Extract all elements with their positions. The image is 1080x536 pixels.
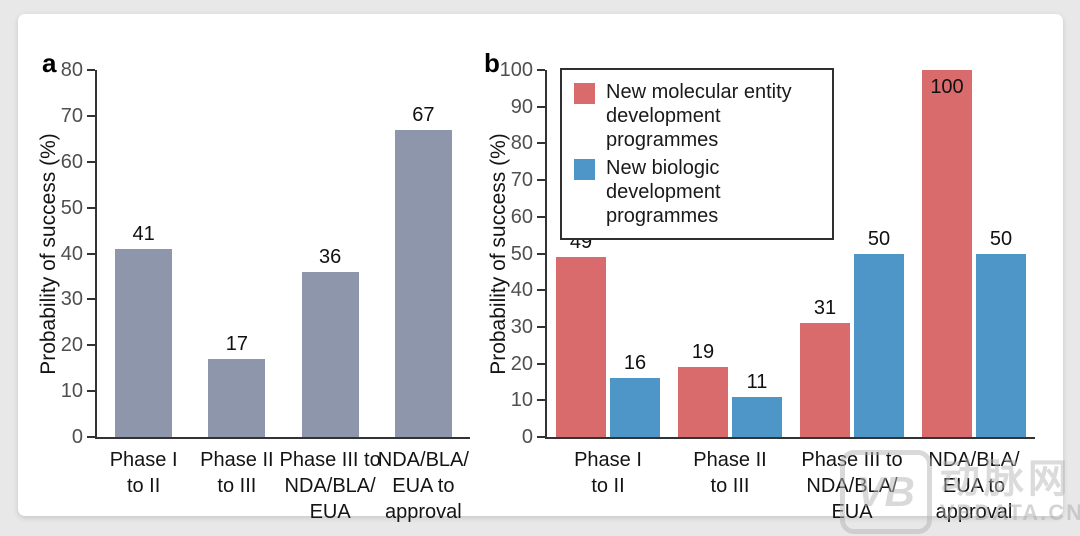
bar-b-1-s1 bbox=[732, 396, 782, 437]
y-tick-label: 30 bbox=[60, 288, 83, 311]
y-tick-label: 80 bbox=[510, 132, 533, 155]
y-tick bbox=[537, 215, 545, 218]
bar-value-label: 50 bbox=[989, 227, 1013, 250]
y-tick bbox=[537, 105, 545, 108]
bar-b-2-s1 bbox=[854, 253, 904, 437]
y-tick bbox=[537, 142, 545, 145]
y-axis-line bbox=[545, 70, 547, 439]
bar-a-1-s0 bbox=[208, 359, 266, 437]
legend-label: New molecular entity development program… bbox=[606, 81, 792, 151]
x-axis-line bbox=[545, 437, 1035, 439]
y-tick-label: 40 bbox=[60, 242, 83, 265]
legend: New molecular entity development program… bbox=[560, 68, 834, 240]
y-tick bbox=[537, 362, 545, 365]
bar-value-label: 50 bbox=[867, 227, 891, 250]
y-tick bbox=[87, 298, 95, 301]
y-tick-label: 50 bbox=[60, 196, 83, 219]
y-tick-label: 0 bbox=[521, 426, 533, 448]
x-category-label: Phase I to II bbox=[109, 449, 178, 497]
bar-b-3-s0 bbox=[922, 70, 972, 437]
y-tick bbox=[537, 289, 545, 292]
legend-swatch-icon bbox=[574, 159, 595, 180]
x-category-label: Phase II to III bbox=[200, 449, 274, 497]
x-category-label: Phase III to NDA/BLA/ EUA bbox=[801, 449, 903, 523]
bar-value-label: 36 bbox=[319, 245, 342, 268]
x-axis-line bbox=[95, 437, 470, 439]
y-tick bbox=[87, 436, 95, 438]
y-tick-label: 50 bbox=[510, 242, 533, 265]
bar-a-3-s0 bbox=[394, 129, 452, 437]
bar-b-0-s1 bbox=[610, 378, 660, 437]
y-tick-label: 80 bbox=[60, 59, 83, 81]
y-tick bbox=[87, 390, 95, 393]
x-category-label: NDA/BLA/ EUA to approval bbox=[928, 449, 1020, 523]
bar-value-label: 11 bbox=[746, 370, 768, 393]
bar-b-0-s0 bbox=[556, 257, 606, 437]
y-tick-label: 0 bbox=[71, 426, 83, 448]
bar-value-label: 100 bbox=[930, 76, 964, 98]
bar-value-label: 16 bbox=[623, 352, 647, 375]
y-tick bbox=[537, 399, 545, 402]
y-tick bbox=[87, 160, 95, 163]
bar-b-2-s0 bbox=[800, 323, 850, 437]
y-tick-label: 20 bbox=[510, 352, 533, 375]
y-tick bbox=[537, 69, 545, 71]
x-category-label: Phase III to NDA/BLA/ EUA bbox=[279, 449, 381, 523]
y-tick-label: 10 bbox=[60, 380, 83, 403]
y-tick bbox=[87, 114, 95, 117]
legend-swatch-icon bbox=[574, 83, 595, 104]
y-tick-label: 60 bbox=[510, 205, 533, 228]
y-tick bbox=[537, 436, 545, 438]
x-category-label: Phase II to III bbox=[693, 449, 767, 497]
y-tick bbox=[87, 252, 95, 255]
chart-a: a Probability of success (%) 0 10 20 30 40 50 60… bbox=[18, 14, 1063, 523]
y-tick bbox=[537, 252, 545, 255]
legend-item: New biologic development programmes bbox=[574, 156, 820, 228]
y-tick-label: 90 bbox=[510, 95, 533, 118]
bar-value-label: 31 bbox=[813, 297, 837, 320]
panel-label-a: a bbox=[42, 48, 57, 78]
chart-b: b Probability of success (%) 0 10 20 30 40 50 60… bbox=[18, 14, 1063, 523]
y-tick-label: 30 bbox=[510, 315, 533, 338]
bar-value-label: 17 bbox=[225, 333, 248, 355]
bar-value-label: 19 bbox=[691, 341, 715, 364]
y-tick-label: 100 bbox=[499, 59, 533, 81]
x-category-label: Phase I to II bbox=[574, 449, 642, 497]
y-tick-label: 70 bbox=[60, 104, 83, 127]
bar-value-label: 67 bbox=[412, 103, 435, 126]
bar-b-3-s1 bbox=[976, 253, 1026, 437]
y-tick bbox=[87, 69, 95, 71]
y-tick bbox=[87, 206, 95, 209]
bar-b-1-s0 bbox=[678, 367, 728, 437]
y-tick bbox=[537, 325, 545, 328]
y-axis-line bbox=[95, 70, 97, 439]
y-tick-label: 40 bbox=[510, 279, 533, 302]
panel-label-b: b bbox=[484, 48, 500, 78]
bar-value-label: 41 bbox=[132, 222, 155, 245]
bar-a-0-s0 bbox=[115, 248, 173, 437]
y-tick-label: 10 bbox=[510, 389, 533, 412]
y-tick bbox=[537, 179, 545, 182]
y-tick-label: 60 bbox=[60, 150, 83, 173]
y-tick-label: 70 bbox=[510, 169, 533, 192]
chart-panel: a Probability of success (%) 0 10 20 30 40 50 60… bbox=[18, 14, 1063, 523]
x-category-label: NDA/BLA/ EUA to approval bbox=[377, 449, 469, 523]
bar-a-2-s0 bbox=[301, 271, 359, 437]
legend-label: New biologic development programmes bbox=[606, 157, 721, 227]
legend-item: New molecular entity development program… bbox=[574, 80, 820, 152]
y-tick bbox=[87, 344, 95, 347]
y-tick-label: 20 bbox=[60, 334, 83, 357]
